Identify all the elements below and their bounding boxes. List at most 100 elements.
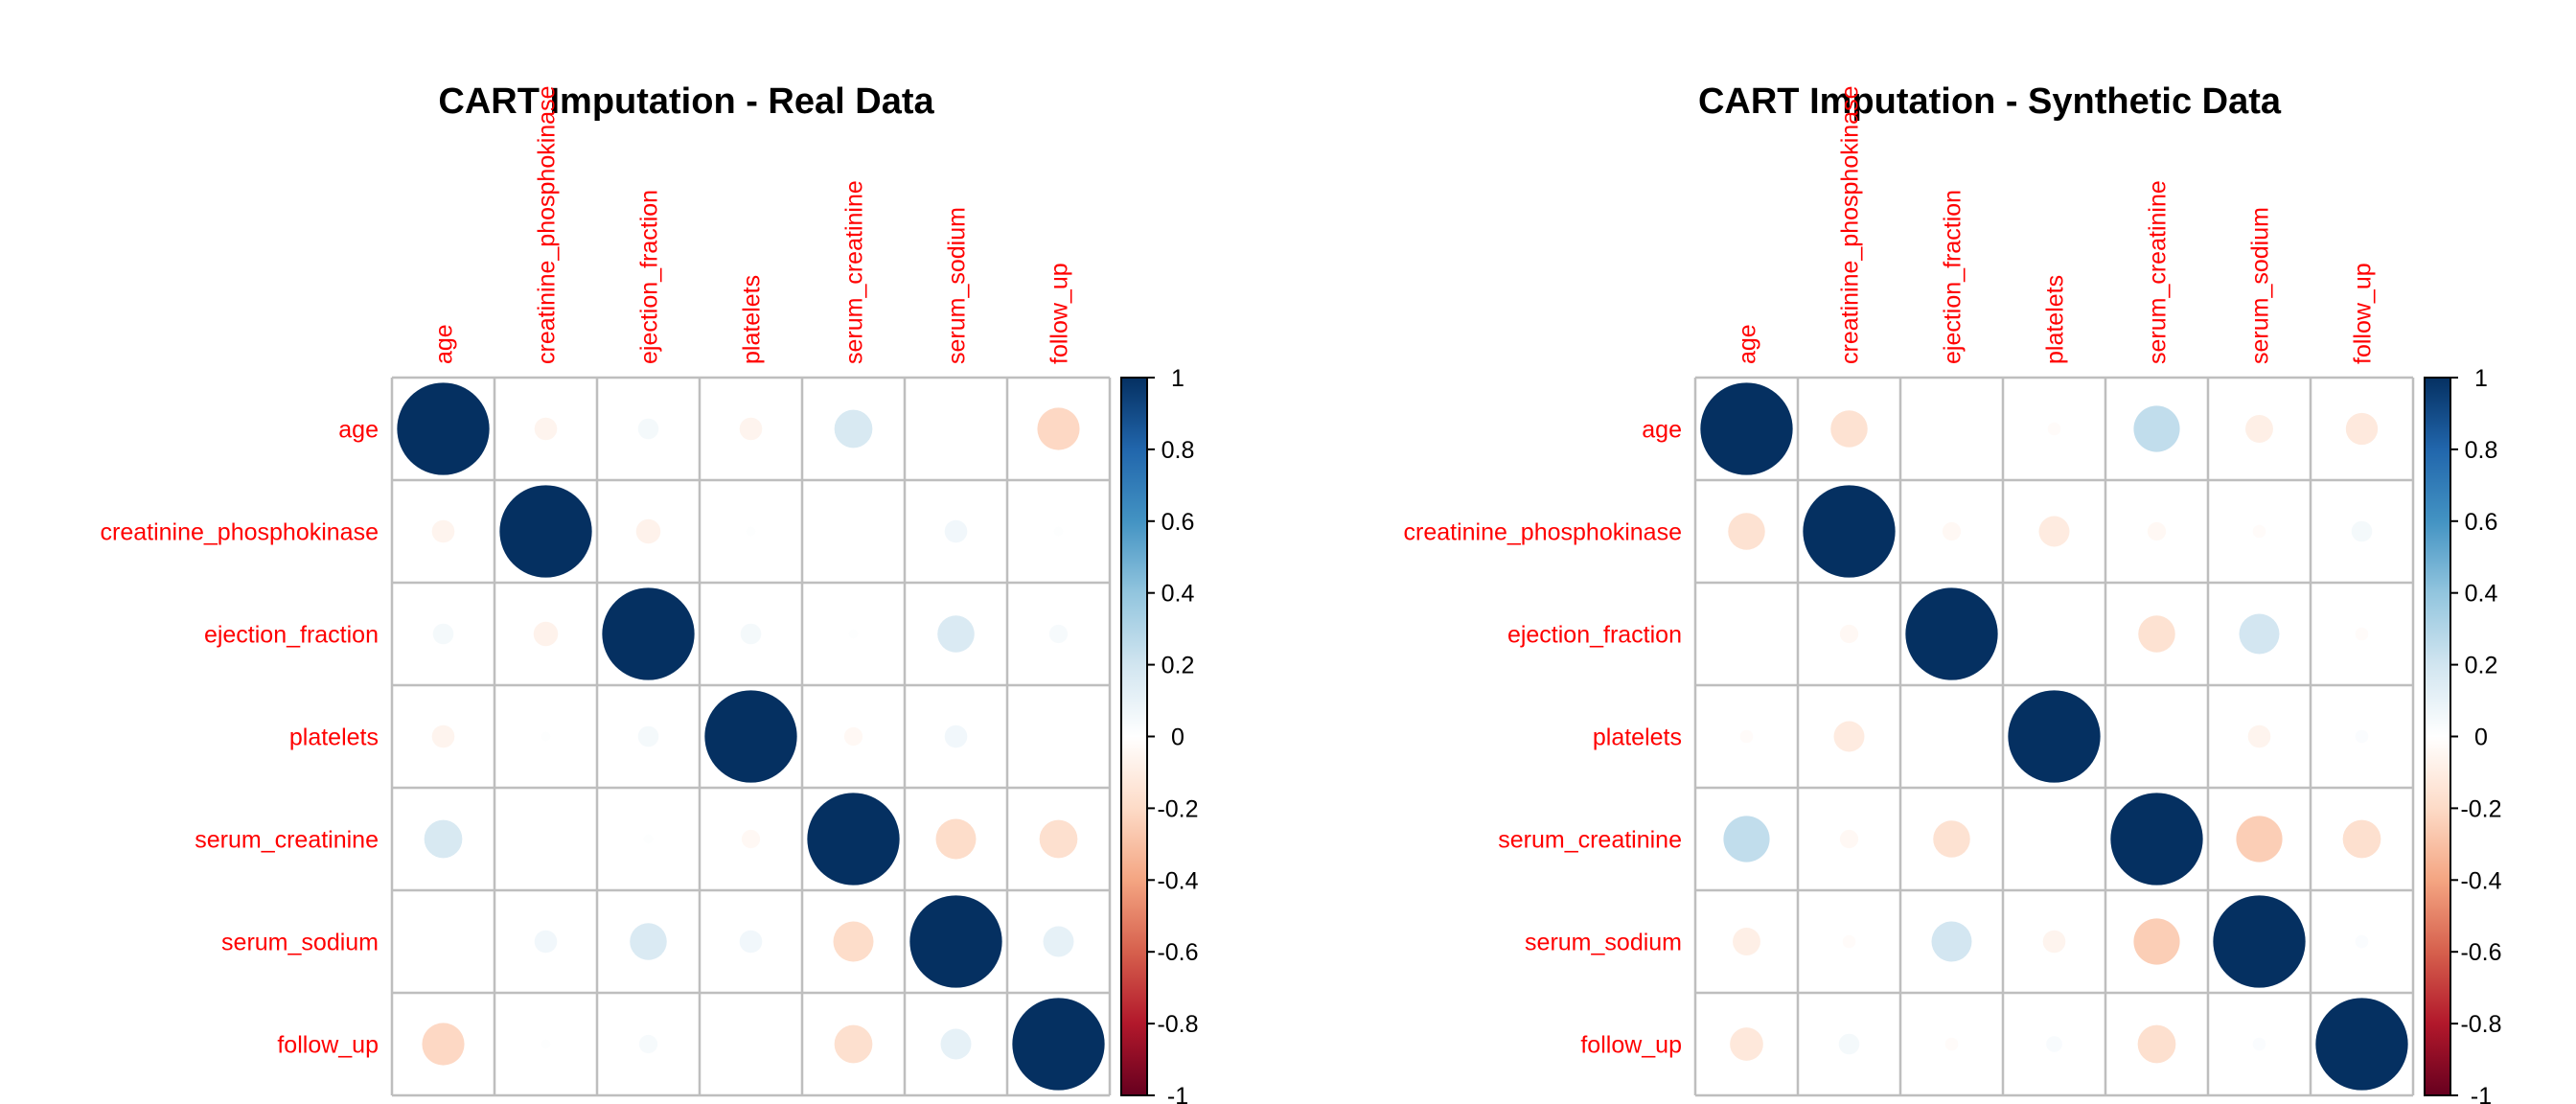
- column-label: follow_up: [2350, 263, 2377, 364]
- colorbar-tick-label: 1: [2474, 365, 2488, 392]
- corr-circle-ejection_fraction-platelets: [740, 623, 762, 645]
- corr-circle-creatinine_phosphokinase-follow_up: [1053, 526, 1064, 537]
- corr-circle-platelets-creatinine_phosphokinase: [1833, 721, 1865, 752]
- row-label: ejection_fraction: [1507, 622, 1682, 649]
- column-label: ejection_fraction: [636, 190, 663, 364]
- corr-circle-creatinine_phosphokinase-age: [1728, 513, 1765, 550]
- corr-circle-ejection_fraction-serum_creatinine: [2138, 615, 2175, 653]
- column-label: follow_up: [1046, 263, 1073, 364]
- chart-title: CART Imputation - Synthetic Data: [1698, 81, 2282, 122]
- corr-circle-age-age: [397, 382, 490, 475]
- corr-circle-platelets-follow_up: [2355, 729, 2369, 744]
- corrplot-panel-real: CART Imputation - Real Data age creatinine…: [101, 81, 1199, 1104]
- colorbar-tick-label: 0.2: [1162, 653, 1195, 679]
- corr-circle-age-ejection_fraction: [637, 418, 659, 440]
- colorbar-tick-label: 0.6: [2465, 509, 2498, 536]
- column-label: platelets: [739, 275, 766, 364]
- row-label: serum_sodium: [221, 930, 379, 956]
- corr-circle-ejection_fraction-creatinine_phosphokinase: [1839, 624, 1859, 644]
- corr-circle-serum_sodium-follow_up: [2355, 934, 2369, 949]
- corr-circle-serum_sodium-platelets: [739, 930, 763, 954]
- corr-circle-follow_up-serum_sodium: [940, 1028, 972, 1060]
- corr-circle-platelets-serum_sodium: [2247, 724, 2271, 748]
- corr-circle-serum_creatinine-ejection_fraction: [643, 834, 654, 844]
- column-label: platelets: [2042, 275, 2069, 364]
- corr-circle-platelets-ejection_fraction: [637, 725, 659, 748]
- colorbar-tick-label: -0.6: [1157, 939, 1198, 966]
- row-label: serum_sodium: [1525, 930, 1682, 956]
- column-label: serum_sodium: [2247, 207, 2274, 364]
- corr-circle-ejection_fraction-follow_up: [2355, 627, 2369, 641]
- corr-circle-serum_creatinine-serum_creatinine: [807, 793, 900, 886]
- corr-circle-age-creatinine_phosphokinase: [1830, 410, 1868, 448]
- row-label: age: [1642, 417, 1682, 444]
- colorbar: [2424, 377, 2451, 1096]
- corr-circle-creatinine_phosphokinase-serum_sodium: [2252, 524, 2266, 539]
- corr-circle-platelets-serum_creatinine: [843, 726, 863, 747]
- corr-circle-age-follow_up: [1037, 407, 1080, 450]
- corr-circle-serum_creatinine-age: [424, 819, 463, 859]
- column-label: age: [431, 324, 458, 364]
- corr-circle-ejection_fraction-creatinine_phosphokinase: [533, 621, 559, 647]
- corr-circle-serum_sodium-serum_sodium: [909, 895, 1002, 988]
- corr-circle-platelets-age: [1739, 729, 1754, 744]
- column-label: creatinine_phosphokinase: [1837, 86, 1864, 365]
- row-label: serum_creatinine: [1498, 827, 1682, 854]
- corr-circle-follow_up-creatinine_phosphokinase: [1838, 1033, 1860, 1055]
- row-label: platelets: [1593, 724, 1682, 751]
- corr-circle-age-creatinine_phosphokinase: [534, 417, 558, 441]
- corr-circle-follow_up-ejection_fraction: [638, 1034, 658, 1054]
- corr-circle-serum_sodium-platelets: [2042, 930, 2066, 954]
- corr-circle-serum_creatinine-serum_creatinine: [2110, 793, 2203, 886]
- corr-circle-age-serum_creatinine: [834, 409, 873, 448]
- corr-circle-serum_creatinine-ejection_fraction: [1933, 820, 1970, 858]
- corr-circle-serum_creatinine-serum_sodium: [2236, 816, 2283, 862]
- colorbar-tick-label: -0.6: [2460, 939, 2501, 966]
- corr-circle-serum_creatinine-follow_up: [2342, 819, 2381, 859]
- corr-circle-serum_sodium-serum_creatinine: [2133, 918, 2180, 965]
- corr-circle-follow_up-serum_creatinine: [2137, 1024, 2176, 1064]
- corr-circle-follow_up-serum_sodium: [2252, 1037, 2266, 1051]
- row-label: ejection_fraction: [204, 622, 379, 649]
- colorbar-tick-label: 0: [2474, 724, 2488, 751]
- colorbar-tick-label: 0: [1171, 724, 1184, 751]
- colorbar-tick-label: 0.4: [2465, 581, 2498, 608]
- colorbar-tick-label: -0.8: [2460, 1011, 2501, 1038]
- column-label: creatinine_phosphokinase: [534, 86, 561, 365]
- corr-circle-ejection_fraction-follow_up: [1048, 624, 1069, 644]
- column-label: serum_sodium: [944, 207, 971, 364]
- corr-circle-creatinine_phosphokinase-ejection_fraction: [635, 518, 661, 544]
- colorbar: [1120, 377, 1148, 1096]
- colorbar-tick-label: 0.2: [2465, 653, 2498, 679]
- row-label: age: [338, 417, 379, 444]
- corrplot-panel-synthetic: CART Imputation - Synthetic Data age creat…: [1404, 81, 2502, 1104]
- corr-circle-age-platelets: [739, 417, 763, 441]
- corr-circle-follow_up-age: [1730, 1027, 1763, 1061]
- corr-circle-follow_up-ejection_fraction: [1944, 1037, 1959, 1051]
- corr-circle-serum_creatinine-platelets: [741, 829, 761, 849]
- corr-circle-platelets-platelets: [2008, 690, 2101, 783]
- corr-circle-serum_sodium-serum_sodium: [2213, 895, 2306, 988]
- corr-circle-serum_sodium-ejection_fraction: [1931, 921, 1972, 962]
- row-label: creatinine_phosphokinase: [1404, 519, 1683, 546]
- colorbar-tick-label: -0.2: [2460, 795, 2501, 822]
- column-label: serum_creatinine: [2145, 180, 2172, 364]
- corr-circle-age-age: [1700, 382, 1793, 475]
- corr-circle-follow_up-age: [422, 1023, 465, 1066]
- corr-circle-ejection_fraction-ejection_fraction: [1905, 587, 1998, 680]
- corr-circle-creatinine_phosphokinase-platelets: [2038, 516, 2070, 547]
- colorbar-tick-label: 0.8: [2465, 437, 2498, 464]
- corr-circle-creatinine_phosphokinase-follow_up: [2351, 520, 2373, 542]
- corr-circle-creatinine_phosphokinase-creatinine_phosphokinase: [1803, 485, 1896, 578]
- row-label: follow_up: [277, 1032, 379, 1059]
- corr-circle-creatinine_phosphokinase-ejection_fraction: [1942, 521, 1962, 541]
- corr-circle-creatinine_phosphokinase-serum_creatinine: [2147, 521, 2167, 541]
- corr-circle-platelets-serum_sodium: [944, 724, 968, 748]
- colorbar-tick-label: -1: [1167, 1083, 1188, 1104]
- corr-circle-serum_sodium-serum_creatinine: [833, 921, 874, 962]
- corr-circle-follow_up-creatinine_phosphokinase: [540, 1039, 551, 1049]
- corr-circle-follow_up-follow_up: [2315, 998, 2408, 1091]
- corr-circle-serum_creatinine-age: [1723, 816, 1770, 862]
- row-label: serum_creatinine: [195, 827, 379, 854]
